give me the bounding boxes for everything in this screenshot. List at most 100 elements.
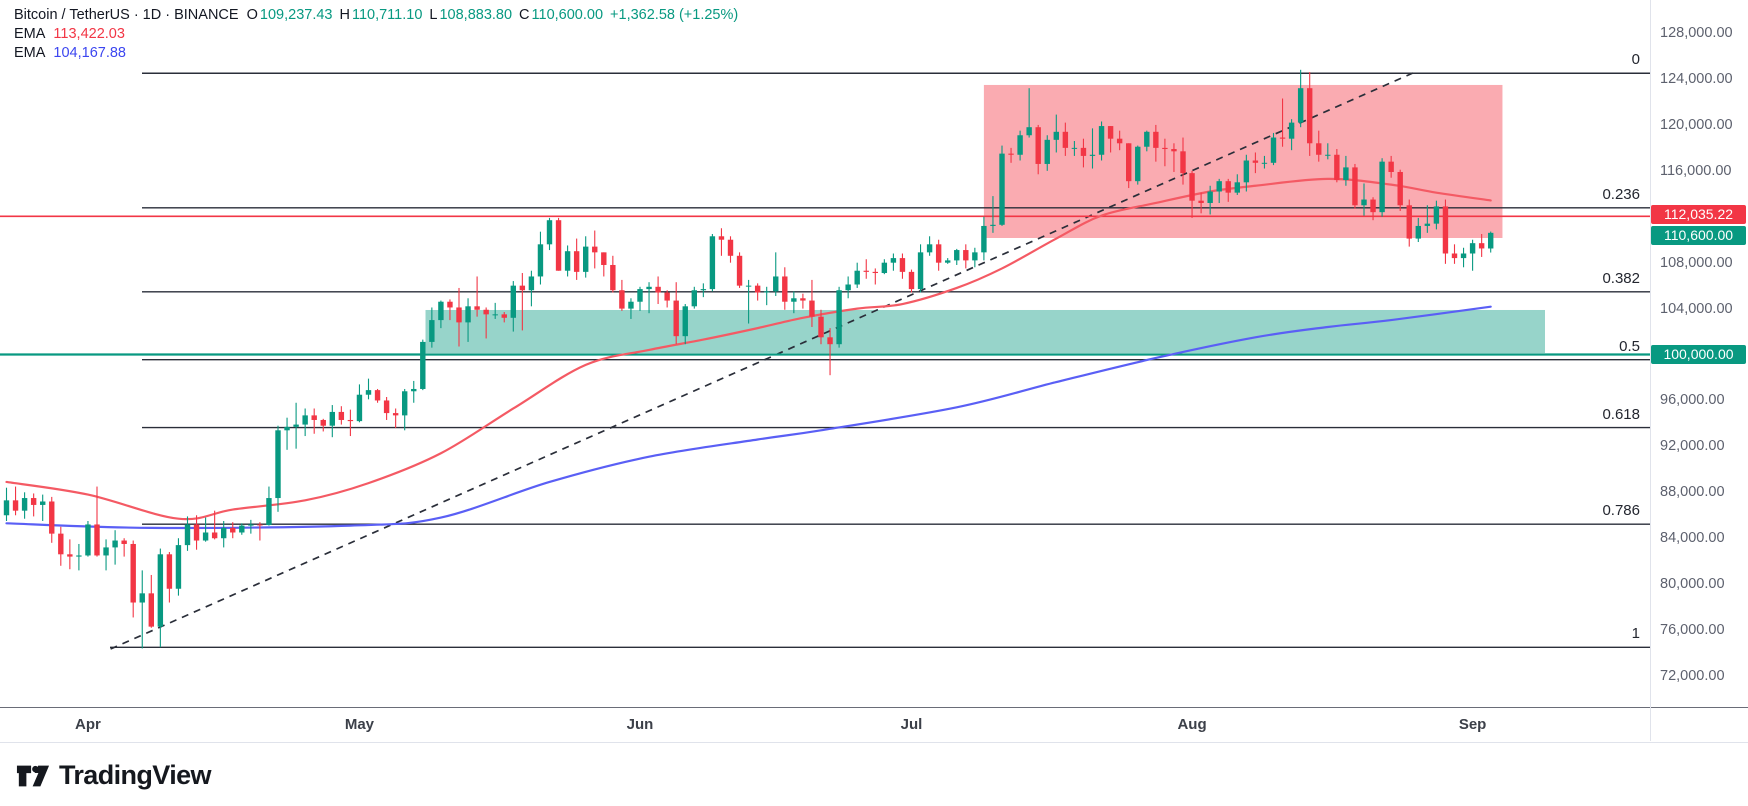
candle[interactable] (1153, 124, 1159, 162)
candle[interactable] (130, 540, 136, 618)
candle[interactable] (230, 522, 236, 539)
candle[interactable] (1008, 147, 1014, 163)
candle[interactable] (845, 276, 851, 299)
candle[interactable] (1270, 132, 1277, 166)
candle[interactable] (673, 282, 679, 345)
chart-legend[interactable]: Bitcoin / TetherUS · 1D · BINANCE O 109,2… (14, 6, 740, 63)
candle[interactable] (1017, 130, 1023, 161)
candle[interactable] (1325, 143, 1331, 160)
candle[interactable] (990, 196, 996, 233)
candle[interactable] (1162, 138, 1168, 167)
candle[interactable] (492, 302, 498, 319)
candle[interactable] (926, 236, 933, 256)
candle[interactable] (338, 406, 345, 425)
candle[interactable] (1370, 197, 1376, 221)
candle[interactable] (655, 276, 661, 305)
candle[interactable] (773, 252, 779, 296)
candle[interactable] (881, 259, 888, 275)
candle[interactable] (103, 539, 109, 571)
candle[interactable] (1469, 239, 1476, 271)
candle[interactable] (637, 286, 643, 311)
candle[interactable] (447, 299, 453, 321)
candle[interactable] (519, 273, 526, 331)
candle[interactable] (700, 283, 707, 298)
candle[interactable] (1225, 178, 1231, 202)
candle[interactable] (791, 291, 797, 314)
candle[interactable] (836, 286, 842, 348)
candle[interactable] (610, 255, 616, 293)
candle[interactable] (284, 417, 290, 450)
candle[interactable] (628, 298, 634, 319)
candle[interactable] (94, 486, 100, 557)
candle[interactable] (1080, 138, 1087, 168)
candle[interactable] (30, 493, 37, 517)
price-axis[interactable]: 128,000.00 124,000.00 120,000.00 116,000.00… (1650, 0, 1748, 741)
candle[interactable] (945, 258, 951, 264)
candle[interactable] (474, 276, 480, 317)
candle[interactable] (1307, 72, 1313, 156)
candle[interactable] (411, 380, 417, 403)
candle[interactable] (537, 231, 544, 285)
candle[interactable] (1343, 155, 1349, 186)
candle[interactable] (49, 496, 55, 543)
candle[interactable] (972, 247, 978, 268)
candle[interactable] (356, 384, 363, 423)
candle[interactable] (646, 282, 652, 314)
candle[interactable] (1053, 114, 1059, 153)
candle[interactable] (3, 487, 10, 522)
candle[interactable] (1098, 121, 1105, 161)
candle[interactable] (211, 510, 218, 540)
ema-slow-line[interactable] (5, 305, 1492, 530)
candle[interactable] (935, 239, 942, 271)
candle[interactable] (754, 283, 761, 301)
candle[interactable] (329, 405, 335, 438)
candle[interactable] (727, 236, 734, 263)
candle[interactable] (592, 230, 598, 269)
candle[interactable] (954, 248, 960, 265)
candle[interactable] (275, 425, 281, 512)
candle[interactable] (1071, 140, 1078, 156)
candle[interactable] (1442, 199, 1449, 264)
candle[interactable] (1189, 170, 1195, 218)
indicator-row-ema-fast[interactable]: EMA 113,422.03 (14, 25, 740, 44)
candle[interactable] (1171, 143, 1177, 172)
candle[interactable] (420, 339, 426, 391)
candle[interactable] (248, 519, 254, 534)
candle[interactable] (85, 521, 91, 557)
resistance-zone-box[interactable] (983, 84, 1503, 239)
candle[interactable] (510, 281, 516, 332)
candle[interactable] (266, 486, 272, 526)
candle[interactable] (1406, 199, 1412, 247)
candle[interactable] (501, 312, 507, 323)
candle[interactable] (1107, 126, 1114, 153)
tradingview-logo[interactable]: TradingView (16, 760, 212, 791)
candle[interactable] (872, 268, 878, 285)
candle[interactable] (148, 574, 154, 628)
candle[interactable] (1433, 200, 1440, 230)
candle[interactable] (1198, 192, 1204, 214)
ema-fast-line[interactable] (5, 177, 1492, 521)
price-chart-canvas[interactable] (0, 0, 1748, 741)
candle[interactable] (438, 300, 444, 329)
candle[interactable] (21, 492, 28, 519)
candle[interactable] (1316, 130, 1322, 162)
candle[interactable] (1116, 130, 1123, 151)
indicator-row-ema-slow[interactable]: EMA 104,167.88 (14, 44, 740, 63)
candle[interactable] (139, 570, 145, 649)
candle[interactable] (917, 244, 924, 293)
candle[interactable] (221, 521, 227, 548)
candle[interactable] (1297, 69, 1304, 128)
candle[interactable] (1135, 145, 1141, 185)
candle[interactable] (682, 304, 688, 345)
candle[interactable] (40, 494, 46, 522)
candle[interactable] (166, 552, 173, 603)
candle[interactable] (1415, 217, 1421, 243)
candle[interactable] (963, 244, 969, 269)
candle[interactable] (1460, 247, 1467, 268)
candle[interactable] (818, 309, 824, 345)
candle[interactable] (1035, 124, 1041, 175)
candle[interactable] (202, 517, 209, 542)
candle[interactable] (257, 522, 263, 541)
candle[interactable] (800, 293, 806, 309)
candle[interactable] (1216, 178, 1222, 203)
